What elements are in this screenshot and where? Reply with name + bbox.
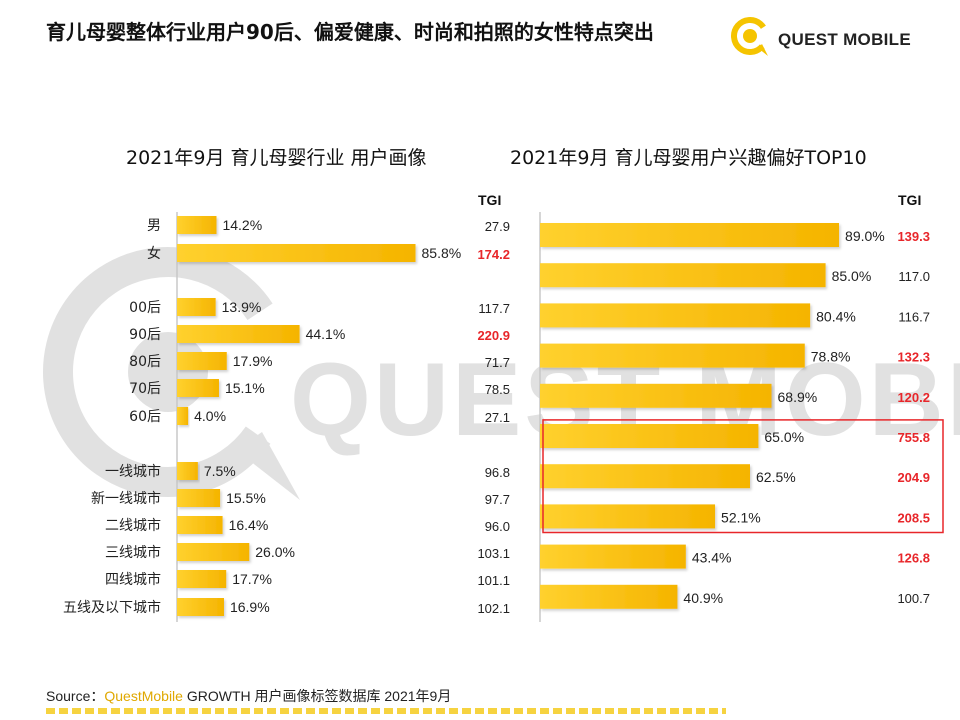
left-category-label: 五线及以下城市: [63, 599, 161, 616]
right-value-label: 65.0%: [764, 429, 804, 445]
questmobile-logo-icon: [731, 17, 769, 56]
right-bar: [540, 424, 759, 448]
left-value-label: 14.2%: [222, 217, 262, 233]
right-value-label: 43.4%: [692, 550, 732, 566]
left-category-label: 四线城市: [105, 571, 161, 588]
right-tgi-value: 139.3: [897, 229, 930, 244]
left-category-label: 70后: [129, 381, 161, 397]
left-category-label: 90后: [129, 327, 161, 343]
right-value-label: 52.1%: [721, 509, 761, 525]
left-value-label: 4.0%: [194, 408, 226, 424]
left-category-label: 男: [147, 218, 161, 234]
left-value-label: 17.9%: [233, 353, 273, 369]
right-tgi-value: 116.7: [898, 309, 930, 324]
left-category-label: 00后: [129, 300, 161, 316]
right-bar: [540, 383, 772, 408]
right-value-label: 68.9%: [778, 389, 818, 405]
right-chart-title: 2021年9月 育儿母婴用户兴趣偏好TOP10: [510, 147, 867, 169]
right-bar-chart: 网购89.0%139.3社交85.0%117.0视频80.4%116.7团购78…: [539, 212, 944, 622]
left-bar: [177, 543, 250, 561]
left-category-label: 三线城市: [105, 544, 161, 561]
left-value-label: 16.9%: [230, 599, 270, 615]
right-tgi-value: 204.9: [897, 470, 930, 485]
logo-text: QUEST MOBILE: [778, 30, 911, 49]
right-bar: [540, 464, 750, 489]
left-category-label: 二线城市: [105, 517, 161, 534]
left-bar: [177, 516, 223, 534]
left-value-label: 44.1%: [306, 326, 346, 342]
left-value-label: 85.8%: [422, 245, 462, 261]
source-brand: QuestMobile: [104, 688, 183, 704]
left-value-label: 7.5%: [204, 463, 236, 479]
footer-stripe: [46, 708, 726, 714]
right-value-label: 85.0%: [832, 268, 872, 284]
right-value-label: 80.4%: [816, 308, 856, 324]
left-bar: [177, 352, 227, 370]
left-tgi-value: 174.2: [477, 247, 510, 262]
left-tgi-value: 96.8: [485, 465, 510, 480]
right-bar: [540, 223, 840, 247]
page-title: 育儿母婴整体行业用户90后、偏爱健康、时尚和拍照的女性特点突出: [46, 20, 654, 44]
left-bar: [177, 570, 227, 588]
right-bar: [540, 303, 811, 328]
source-footer: Source：QuestMobile GROWTH 用户画像标签数据库 2021…: [46, 686, 451, 706]
left-value-label: 26.0%: [255, 544, 295, 560]
left-bar-chart: 男 14.2% 27.9 女 85.8% 174.2 00后 13.9% 117.7 90后 44.…: [63, 212, 510, 622]
right-value-label: 40.9%: [683, 590, 723, 606]
right-tgi-value: 100.7: [897, 591, 930, 606]
left-tgi-value: 102.1: [477, 601, 510, 616]
left-value-label: 15.1%: [225, 380, 265, 396]
left-tgi-value: 117.7: [478, 301, 510, 316]
left-value-label: 17.7%: [232, 571, 272, 587]
right-bar: [540, 343, 805, 368]
left-tgi-value: 27.1: [485, 410, 510, 425]
left-value-label: 15.5%: [226, 490, 266, 506]
right-value-label: 78.8%: [811, 349, 851, 365]
source-prefix: Source：: [46, 688, 105, 704]
left-tgi-value: 27.9: [485, 219, 510, 234]
left-bar: [177, 489, 221, 507]
left-tgi-value: 220.9: [477, 328, 510, 343]
left-bar: [177, 216, 217, 234]
left-tgi-value: 71.7: [485, 355, 510, 370]
left-chart-title: 2021年9月 育儿母婴行业 用户画像: [126, 147, 427, 169]
right-tgi-header: TGI: [898, 192, 922, 208]
left-bar: [177, 598, 224, 616]
right-value-label: 89.0%: [845, 228, 885, 244]
right-bar: [540, 584, 678, 609]
right-bar: [540, 544, 686, 569]
left-bar: [177, 407, 189, 425]
right-tgi-value: 120.2: [897, 390, 930, 405]
left-bar: [177, 298, 216, 316]
right-tgi-value: 117.0: [898, 269, 930, 284]
left-category-label: 一线城市: [105, 463, 161, 480]
left-category-label: 60后: [129, 409, 161, 425]
right-bar: [540, 504, 716, 529]
source-text: GROWTH 用户画像标签数据库 2021年9月: [182, 688, 452, 704]
left-tgi-value: 96.0: [485, 519, 510, 534]
left-tgi-value: 78.5: [485, 382, 510, 397]
interest-highlight-box: [542, 419, 944, 534]
left-tgi-value: 103.1: [477, 546, 510, 561]
left-category-label: 女: [147, 245, 161, 262]
left-bar: [177, 325, 300, 343]
right-tgi-value: 208.5: [897, 510, 930, 525]
left-bar: [177, 379, 219, 397]
left-tgi-value: 97.7: [485, 492, 510, 507]
left-value-label: 13.9%: [222, 299, 262, 315]
right-tgi-value: 132.3: [897, 350, 930, 365]
left-value-label: 16.4%: [229, 517, 269, 533]
right-bar: [540, 263, 826, 288]
left-category-label: 80后: [129, 354, 161, 370]
left-bar: [177, 244, 416, 262]
left-bar: [177, 462, 198, 480]
right-value-label: 62.5%: [756, 469, 796, 485]
right-tgi-value: 755.8: [897, 430, 930, 445]
brand-logo: QUEST MOBILE: [728, 14, 928, 58]
left-tgi-header: TGI: [478, 192, 502, 208]
left-category-label: 新一线城市: [91, 490, 161, 507]
left-tgi-value: 101.1: [477, 573, 510, 588]
right-tgi-value: 126.8: [897, 551, 930, 566]
